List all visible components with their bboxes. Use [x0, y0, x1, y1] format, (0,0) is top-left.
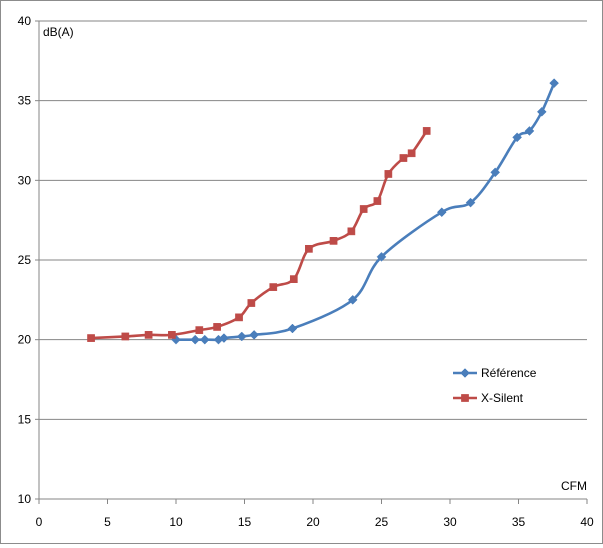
legend-label: Référence: [481, 366, 537, 380]
data-point: [213, 323, 221, 331]
x-tick-label: 0: [36, 515, 43, 529]
x-tick-label: 5: [104, 515, 111, 529]
data-point: [347, 227, 356, 236]
x-axis-label: CFM: [561, 479, 587, 493]
data-point: [190, 334, 201, 345]
tick-labels: 10 15 20 25 30 35 40 0 5 10 15 20 25 30 35 40: [18, 14, 594, 529]
y-tick-label: 35: [18, 94, 32, 108]
y-axis-label: dB(A): [43, 25, 74, 39]
y-tick-label: 15: [18, 412, 32, 426]
data-point: [549, 78, 559, 88]
gridlines: [39, 20, 587, 420]
x-tick-label: 10: [169, 515, 183, 529]
data-point: [87, 334, 95, 342]
data-point: [219, 333, 229, 343]
data-point: [347, 294, 358, 305]
data-point: [422, 127, 431, 135]
x-tick-label: 30: [443, 515, 457, 529]
x-tick-label: 35: [512, 515, 526, 529]
x-tick-label: 15: [238, 515, 252, 529]
data-point: [524, 126, 535, 136]
data-point: [536, 106, 547, 117]
data-point: [512, 132, 522, 143]
data-point: [247, 299, 256, 307]
data-point: [376, 251, 387, 262]
data-point: [359, 205, 368, 213]
data-point: [436, 207, 447, 218]
legend: Référence X-Silent: [453, 366, 537, 405]
legend-item: Référence: [453, 366, 537, 380]
data-point: [121, 332, 130, 341]
series-x-silent: [87, 127, 431, 342]
data-point: [399, 154, 408, 162]
data-point: [289, 275, 298, 283]
x-tick-label: 20: [306, 515, 320, 529]
data-point: [329, 237, 338, 245]
y-tick-label: 20: [18, 333, 32, 347]
data-point: [249, 330, 259, 340]
data-point: [305, 244, 313, 253]
legend-label: X-Silent: [481, 391, 524, 405]
data-point: [407, 149, 416, 158]
y-tick-label: 40: [18, 14, 32, 28]
data-point: [235, 313, 243, 322]
axes: [35, 20, 588, 504]
legend-marker: [461, 394, 469, 402]
series-reference: [171, 78, 559, 345]
data-point: [236, 331, 247, 342]
legend-marker: [460, 368, 470, 378]
legend-item: X-Silent: [453, 391, 524, 405]
data-point: [384, 170, 393, 178]
series-line: [89, 129, 429, 340]
data-point: [168, 331, 176, 339]
data-point: [269, 283, 278, 291]
data-point: [465, 197, 476, 208]
data-point: [199, 334, 210, 345]
y-tick-label: 30: [18, 173, 32, 187]
data-series: [87, 78, 559, 345]
x-tick-label: 40: [580, 515, 594, 529]
y-tick-label: 25: [18, 253, 32, 267]
data-point: [195, 326, 204, 334]
data-point: [490, 167, 501, 178]
x-tick-label: 25: [375, 515, 389, 529]
data-point: [373, 197, 382, 205]
data-point: [287, 323, 298, 334]
y-tick-label: 10: [18, 492, 32, 506]
data-point: [144, 331, 153, 339]
